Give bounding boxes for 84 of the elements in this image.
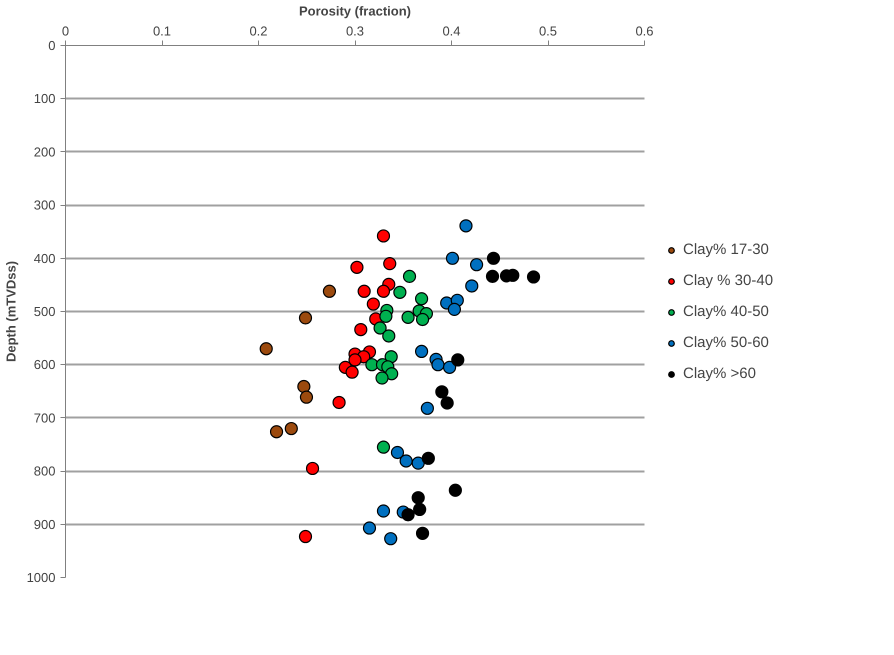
point xyxy=(270,425,284,438)
x-tick-label: 0.5 xyxy=(538,24,558,38)
y-tick-label: 800 xyxy=(34,464,56,479)
point xyxy=(486,252,500,265)
point xyxy=(373,321,387,335)
point xyxy=(348,353,362,366)
y-tick-label: 1000 xyxy=(26,570,56,585)
y-tick-label: 300 xyxy=(34,198,56,213)
point xyxy=(376,229,390,243)
x-axis-title: Porosity (fraction) xyxy=(299,4,411,18)
point xyxy=(379,310,392,323)
point xyxy=(401,310,415,324)
point xyxy=(284,422,298,436)
point xyxy=(384,532,398,546)
y-tick-label: 200 xyxy=(34,144,56,160)
y-tick-label: 0 xyxy=(48,38,56,53)
point xyxy=(306,462,320,476)
point xyxy=(402,270,416,283)
legend-label: Clay% 50-60 xyxy=(683,334,769,351)
y-tick-label: 600 xyxy=(34,357,56,372)
y-axis-title: Depth (mTVDss) xyxy=(4,260,19,362)
point xyxy=(431,358,445,372)
x-tick-label: 0.4 xyxy=(442,24,461,38)
x-tick-label: 0.3 xyxy=(346,24,364,38)
point xyxy=(354,323,368,336)
point xyxy=(366,297,380,311)
point xyxy=(416,526,430,540)
point xyxy=(440,396,454,410)
point xyxy=(375,371,389,385)
point xyxy=(358,284,371,298)
point xyxy=(451,353,464,366)
x-tick-label: 0.1 xyxy=(152,24,172,38)
point xyxy=(412,491,425,504)
point xyxy=(400,454,413,468)
x-tick-label: 0.2 xyxy=(249,24,268,38)
point xyxy=(346,366,359,379)
point xyxy=(362,521,376,535)
point xyxy=(332,396,346,410)
point xyxy=(376,504,390,518)
point xyxy=(414,292,428,306)
point xyxy=(412,456,425,470)
point xyxy=(465,279,478,293)
point xyxy=(390,446,404,460)
point xyxy=(442,360,456,374)
point xyxy=(420,402,434,415)
point xyxy=(422,452,435,465)
x-tick-label: 0 xyxy=(62,24,70,38)
point xyxy=(322,284,336,298)
point xyxy=(298,311,312,324)
point xyxy=(470,258,484,272)
point xyxy=(448,302,461,316)
point xyxy=(376,440,390,454)
point xyxy=(526,270,540,284)
point xyxy=(260,342,273,356)
point xyxy=(385,367,398,380)
x-tick-label: 0.6 xyxy=(635,24,654,38)
point xyxy=(401,508,415,522)
point xyxy=(365,358,378,372)
y-tick-label: 500 xyxy=(34,304,56,319)
point xyxy=(376,284,390,298)
y-tick-label: 400 xyxy=(34,250,56,266)
point xyxy=(414,344,428,358)
legend-label: Clay% >60 xyxy=(683,365,756,382)
point xyxy=(384,350,398,364)
legend-label: Clay % 30-40 xyxy=(683,272,774,289)
legend-label: Clay% 17-30 xyxy=(683,241,769,258)
point xyxy=(446,252,460,265)
y-tick-label: 900 xyxy=(34,516,56,532)
point xyxy=(297,380,310,394)
point xyxy=(435,385,448,398)
point xyxy=(298,530,312,544)
point xyxy=(393,286,406,299)
point xyxy=(459,219,473,232)
y-tick-label: 100 xyxy=(34,91,56,106)
y-tick-label: 700 xyxy=(34,410,56,426)
point xyxy=(382,329,396,343)
point xyxy=(383,257,396,270)
point xyxy=(413,502,426,516)
legend-label: Clay% 40-50 xyxy=(683,303,769,320)
point xyxy=(486,270,500,283)
point xyxy=(350,260,364,274)
point xyxy=(416,312,430,326)
point xyxy=(448,484,462,497)
point xyxy=(300,390,314,404)
